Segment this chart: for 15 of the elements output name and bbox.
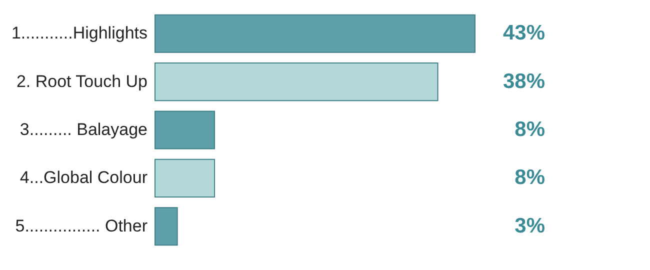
y-tick-label: 3......... Balayage [20,120,148,139]
y-tick-label: 2. Root Touch Up [16,72,148,91]
bar [154,207,178,246]
data-label: 8% [514,118,546,141]
bar [154,14,476,53]
y-tick-label: 1...........Highlights [11,24,148,43]
bar [154,110,216,150]
y-tick-label: 4...Global Colour [20,168,148,188]
y-tick-label: 5................ Other [15,216,148,236]
data-label: 38% [502,70,546,93]
data-label: 3% [514,214,546,238]
data-label: 8% [514,166,546,190]
data-label: 43% [502,22,546,45]
bar [154,62,438,102]
bar [154,158,216,198]
